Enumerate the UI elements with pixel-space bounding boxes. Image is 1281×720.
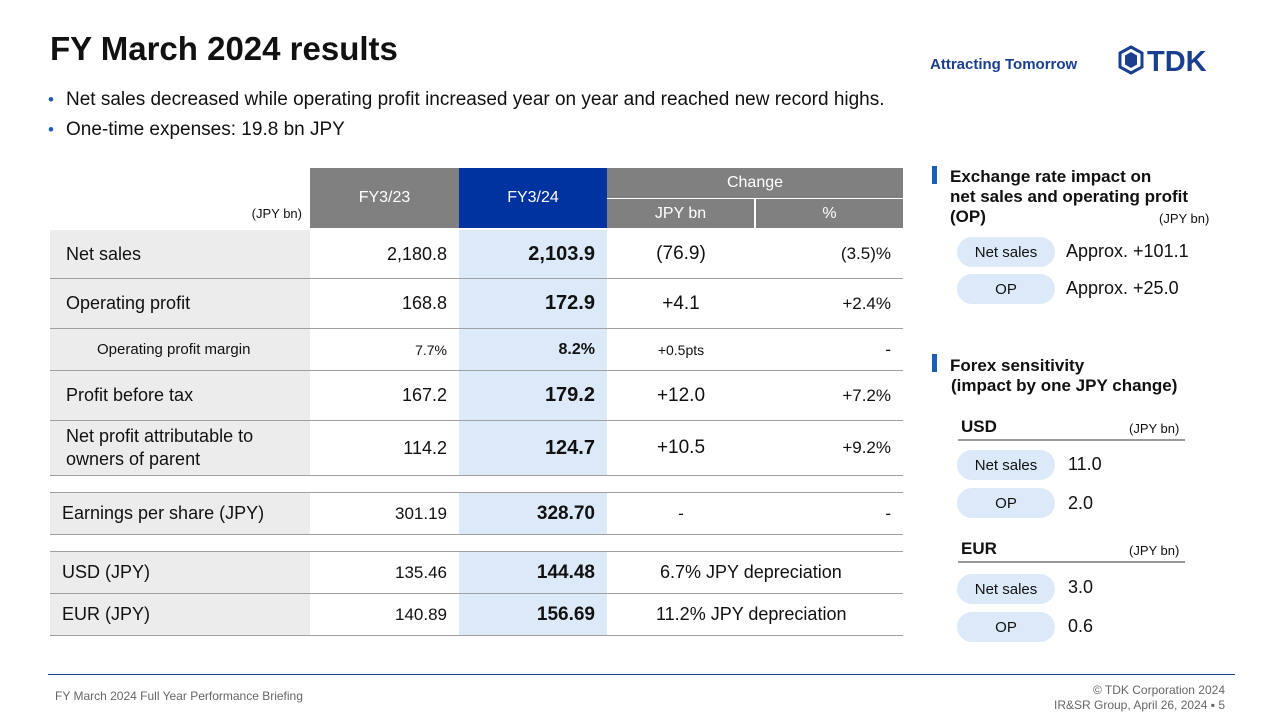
header-fy24: FY3/24 bbox=[459, 168, 607, 228]
usd-divider bbox=[958, 439, 1185, 441]
header-fy23: FY3/23 bbox=[310, 168, 459, 228]
page-title: FY March 2024 results bbox=[50, 30, 398, 67]
footer-title: FY March 2024 Full Year Performance Brie… bbox=[55, 689, 303, 703]
eur-net-sales-value: 3.0 bbox=[1068, 577, 1094, 597]
pbt-fy24: 179.2 bbox=[459, 371, 607, 420]
net-profit-fy23: 114.2 bbox=[403, 437, 447, 458]
section-marker-icon bbox=[932, 354, 937, 372]
row-label-op-margin: Operating profit margin bbox=[50, 329, 310, 370]
pbt-pct: +7.2% bbox=[842, 385, 891, 405]
bullet-dot-icon: • bbox=[48, 120, 54, 139]
op-change: +4.1 bbox=[662, 292, 700, 314]
op-fy24: 172.9 bbox=[459, 279, 607, 328]
pill-op: OP bbox=[957, 274, 1055, 304]
eur-fy23: 140.89 bbox=[395, 604, 447, 624]
net-sales-change: (76.9) bbox=[656, 243, 706, 264]
usd-label: USD bbox=[961, 417, 997, 436]
eur-pill-net-sales: Net sales bbox=[957, 574, 1055, 604]
op-margin-fy24: 8.2% bbox=[459, 329, 607, 370]
eps-fy24: 328.70 bbox=[459, 493, 607, 534]
net-profit-change: +10.5 bbox=[656, 437, 706, 458]
bullet-item: • One-time expenses: 19.8 bn JPY bbox=[48, 119, 345, 140]
op-fy23: 168.8 bbox=[401, 293, 447, 313]
usd-note: 6.7% JPY depreciation bbox=[660, 562, 842, 582]
net-sales-fy24: 2,103.9 bbox=[459, 230, 607, 278]
usd-net-sales-value: 11.0 bbox=[1068, 454, 1102, 474]
tagline: Attracting Tomorrow bbox=[930, 56, 1078, 73]
eur-note: 11.2% JPY depreciation bbox=[656, 604, 847, 624]
op-margin-fy23: 7.7% bbox=[415, 341, 447, 358]
net-profit-pct: +9.2% bbox=[842, 438, 891, 457]
header-change-pct: % bbox=[755, 199, 903, 228]
header-change: Change bbox=[607, 168, 903, 198]
op-margin-pct: - bbox=[885, 339, 891, 359]
tdk-logo: TDK bbox=[1118, 45, 1234, 78]
results-table: (JPY bn) FY3/23 FY3/24 Change JPY bn % N… bbox=[50, 168, 903, 638]
usd-unit: (JPY bn) bbox=[1129, 421, 1180, 436]
exchange-net-sales-value: Approx. +101.1 bbox=[1066, 241, 1189, 261]
footer-copyright: © TDK Corporation 2024 IR&SR Group, Apri… bbox=[1053, 683, 1225, 712]
row-label-eur: EUR (JPY) bbox=[50, 594, 310, 635]
row-label-profit-before-tax: Profit before tax bbox=[50, 371, 310, 420]
section-marker-icon bbox=[932, 166, 937, 184]
usd-op-value: 2.0 bbox=[1068, 493, 1094, 513]
usd-pill-net-sales: Net sales bbox=[957, 450, 1055, 480]
bullet-dot-icon: • bbox=[48, 90, 54, 109]
usd-fy23: 135.46 bbox=[395, 562, 447, 582]
footer-divider bbox=[48, 674, 1235, 675]
eur-unit: (JPY bn) bbox=[1129, 543, 1180, 558]
exchange-impact-title: Exchange rate impact on net sales and op… bbox=[950, 167, 1189, 226]
eur-op-value: 0.6 bbox=[1068, 616, 1094, 636]
eur-divider bbox=[958, 561, 1185, 563]
pbt-change: +12.0 bbox=[656, 384, 706, 406]
usd-pill-op: OP bbox=[957, 488, 1055, 518]
row-label-net-sales: Net sales bbox=[50, 230, 310, 278]
logo-text: TDK bbox=[1147, 46, 1207, 75]
pill-net-sales: Net sales bbox=[957, 237, 1055, 267]
op-margin-change: +0.5pts bbox=[657, 341, 705, 358]
exchange-impact-unit: (JPY bn) bbox=[1159, 211, 1210, 226]
eps-fy23: 301.19 bbox=[395, 503, 447, 523]
forex-sensitivity-title: Forex sensitivity (impact by one JPY cha… bbox=[950, 356, 1178, 395]
usd-fy24: 144.48 bbox=[459, 552, 607, 593]
exchange-op-value: Approx. +25.0 bbox=[1066, 278, 1179, 298]
unit-label: (JPY bn) bbox=[251, 205, 302, 221]
op-pct: +2.4% bbox=[842, 293, 891, 313]
pbt-fy23: 167.2 bbox=[401, 385, 447, 405]
row-label-net-profit: Net profit attributable to owners of par… bbox=[50, 421, 310, 475]
row-label-eps: Earnings per share (JPY) bbox=[50, 493, 310, 534]
eur-label: EUR bbox=[961, 539, 997, 558]
net-sales-fy23: 2,180.8 bbox=[386, 243, 447, 264]
eur-pill-op: OP bbox=[957, 612, 1055, 642]
net-profit-fy24: 124.7 bbox=[459, 421, 607, 475]
bullet-item: • Net sales decreased while operating pro… bbox=[48, 89, 885, 110]
eps-change: - bbox=[678, 503, 684, 523]
header-change-jpy: JPY bn bbox=[607, 199, 754, 228]
summary-bullets: • Net sales decreased while operating pro… bbox=[48, 88, 885, 148]
eur-fy24: 156.69 bbox=[459, 594, 607, 635]
row-label-operating-profit: Operating profit bbox=[50, 279, 310, 328]
eps-pct: - bbox=[885, 503, 891, 523]
net-sales-pct: (3.5)% bbox=[840, 244, 891, 263]
row-label-usd: USD (JPY) bbox=[50, 552, 310, 593]
